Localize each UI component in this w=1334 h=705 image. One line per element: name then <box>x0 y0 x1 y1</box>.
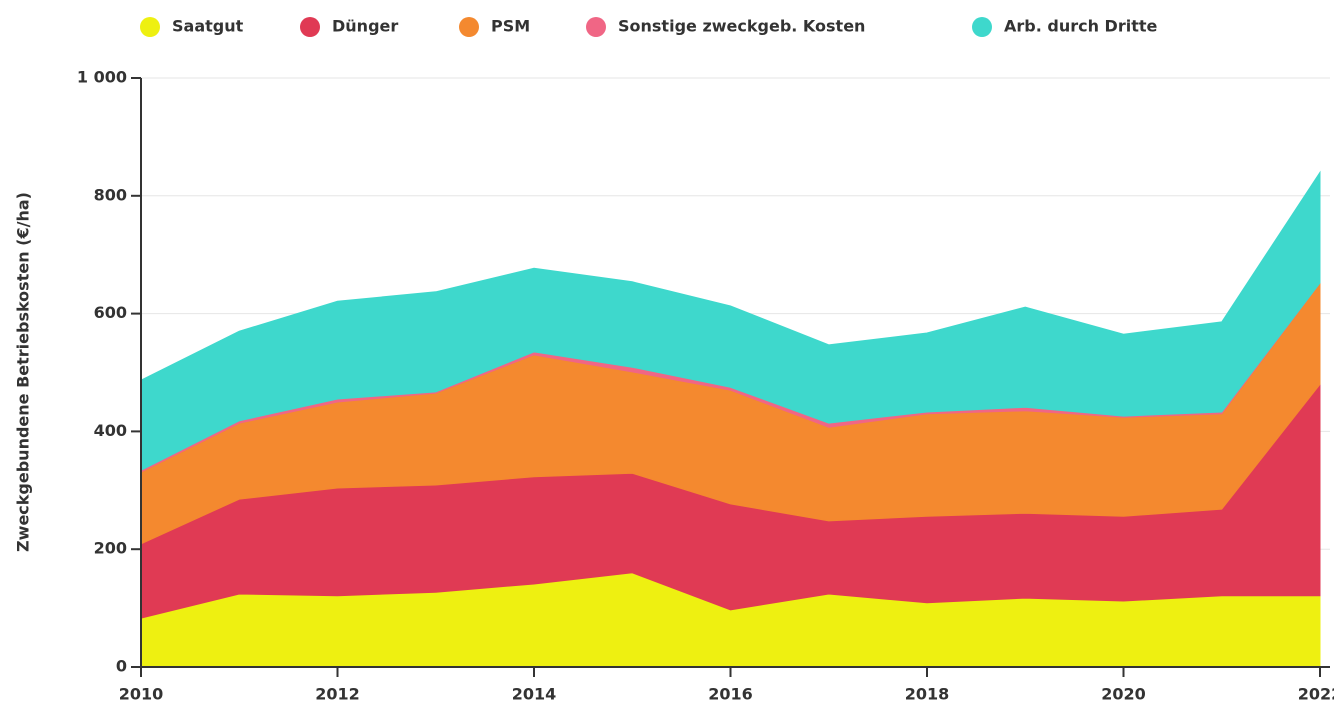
x-tick-label: 2020 <box>1101 685 1146 704</box>
y-axis-label: Zweckgebundene Betriebskosten (€/ha) <box>14 192 33 552</box>
legend-marker <box>300 17 320 37</box>
legend-label: Dünger <box>332 17 398 36</box>
x-tick-label: 2022 <box>1298 685 1334 704</box>
x-tick-label: 2010 <box>119 685 164 704</box>
legend-marker <box>140 17 160 37</box>
legend-label: Arb. durch Dritte <box>1004 17 1158 36</box>
y-tick-label: 600 <box>94 303 127 322</box>
legend-marker <box>586 17 606 37</box>
x-tick-label: 2014 <box>512 685 557 704</box>
y-tick-label: 400 <box>94 421 127 440</box>
y-tick-label: 0 <box>116 657 127 676</box>
y-tick-label: 1 000 <box>77 68 127 87</box>
legend-label: Saatgut <box>172 17 244 36</box>
legend-label: Sonstige zweckgeb. Kosten <box>618 17 865 36</box>
x-tick-label: 2018 <box>905 685 950 704</box>
y-tick-label: 800 <box>94 185 127 204</box>
legend-label: PSM <box>491 17 530 36</box>
x-tick-label: 2012 <box>315 685 360 704</box>
x-tick-label: 2016 <box>708 685 753 704</box>
y-tick-label: 200 <box>94 539 127 558</box>
area <box>140 170 1321 472</box>
legend-marker <box>459 17 479 37</box>
legend-marker <box>972 17 992 37</box>
